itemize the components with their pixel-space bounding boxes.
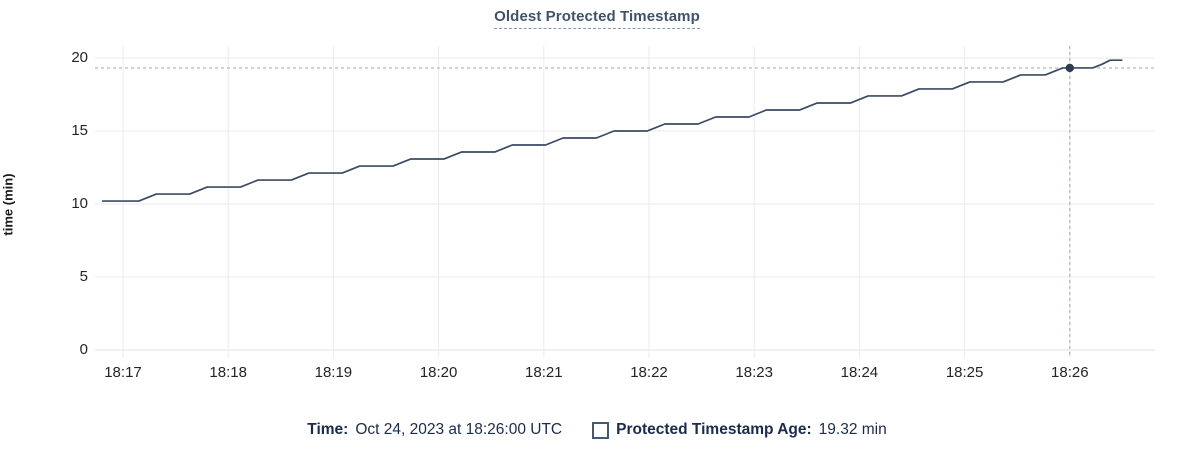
x-tick-label: 18:18	[209, 364, 247, 381]
series-label: Protected Timestamp Age:	[616, 421, 812, 438]
y-tick-label: 0	[79, 341, 88, 358]
time-value: Oct 24, 2023 at 18:26:00 UTC	[355, 421, 563, 438]
y-tick-label: 20	[71, 49, 88, 66]
x-tick-label: 18:20	[419, 364, 458, 381]
chart-title[interactable]: Oldest Protected Timestamp	[494, 8, 700, 29]
x-tick-label: 18:21	[525, 364, 563, 381]
y-tick-label: 15	[71, 122, 88, 139]
time-label: Time:	[307, 421, 349, 438]
series-line	[101, 59, 1123, 202]
x-tick-label: 18:26	[1051, 364, 1089, 381]
title-row: Oldest Protected Timestamp	[0, 8, 1194, 29]
x-tick-label: 18:17	[104, 364, 142, 381]
x-tick-label: 18:25	[945, 364, 984, 381]
x-tick-label: 18:19	[314, 364, 353, 381]
y-tick-label: 10	[71, 195, 88, 212]
hover-tooltip-legend: Time: Oct 24, 2023 at 18:26:00 UTC Prote…	[0, 421, 1194, 439]
series-legend-group: Protected Timestamp Age: 19.32 min	[592, 421, 887, 439]
x-tick-label: 18:23	[735, 364, 773, 381]
x-tick-label: 18:24	[840, 364, 879, 381]
hover-point-dot	[1065, 63, 1075, 73]
series-toggle-checkbox-icon[interactable]	[592, 421, 610, 439]
y-tick-label: 5	[79, 268, 88, 285]
series-value: 19.32 min	[818, 421, 887, 438]
x-tick-label: 18:22	[630, 364, 668, 381]
